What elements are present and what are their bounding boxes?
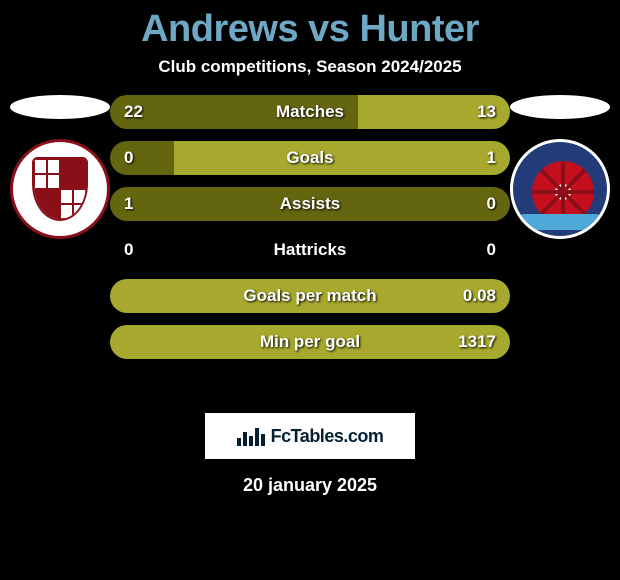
fctables-logo[interactable]: FcTables.com (205, 413, 415, 459)
hartlepool-crest-icon (510, 139, 610, 239)
page-title: Andrews vs Hunter (0, 0, 620, 51)
stat-left-value: 0 (124, 233, 133, 267)
right-player-silhouette (510, 95, 610, 119)
stat-left-value: 0 (124, 141, 133, 175)
stat-right-value: 13 (477, 95, 496, 129)
left-player-column (10, 95, 110, 239)
snapshot-date: 20 january 2025 (0, 475, 620, 496)
comparison-panel: Matches2213Goals01Assists10Hattricks00Go… (0, 95, 620, 395)
stat-row-assists: Assists1 0 (110, 187, 510, 221)
stat-label: Matches (110, 95, 510, 129)
stat-label: Assists (110, 187, 510, 221)
fctables-label: FcTables.com (271, 426, 384, 447)
woking-crest-icon (10, 139, 110, 239)
stat-row-goals: Goals0 1 (110, 141, 510, 175)
stat-label: Min per goal (110, 325, 510, 359)
stat-right-value: 0.08 (463, 279, 496, 313)
stat-row-hattricks: Hattricks0 0 (110, 233, 510, 267)
stat-right-value: 0 (487, 233, 496, 267)
stat-label: Goals (110, 141, 510, 175)
stat-label: Hattricks (110, 233, 510, 267)
bar-chart-icon (237, 426, 265, 446)
stat-right-value: 1 (487, 141, 496, 175)
stat-left-value: 22 (124, 95, 143, 129)
stat-row-goals-per-match: Goals per match0.08 (110, 279, 510, 313)
stat-right-value: 1317 (458, 325, 496, 359)
stat-label: Goals per match (110, 279, 510, 313)
stat-left-value: 1 (124, 187, 133, 221)
right-player-column (510, 95, 610, 239)
stat-right-value: 0 (487, 187, 496, 221)
stat-row-min-per-goal: Min per goal1317 (110, 325, 510, 359)
stats-bars: Matches2213Goals01Assists10Hattricks00Go… (110, 95, 510, 359)
left-player-silhouette (10, 95, 110, 119)
stat-row-matches: Matches22 13 (110, 95, 510, 129)
subtitle: Club competitions, Season 2024/2025 (0, 57, 620, 77)
